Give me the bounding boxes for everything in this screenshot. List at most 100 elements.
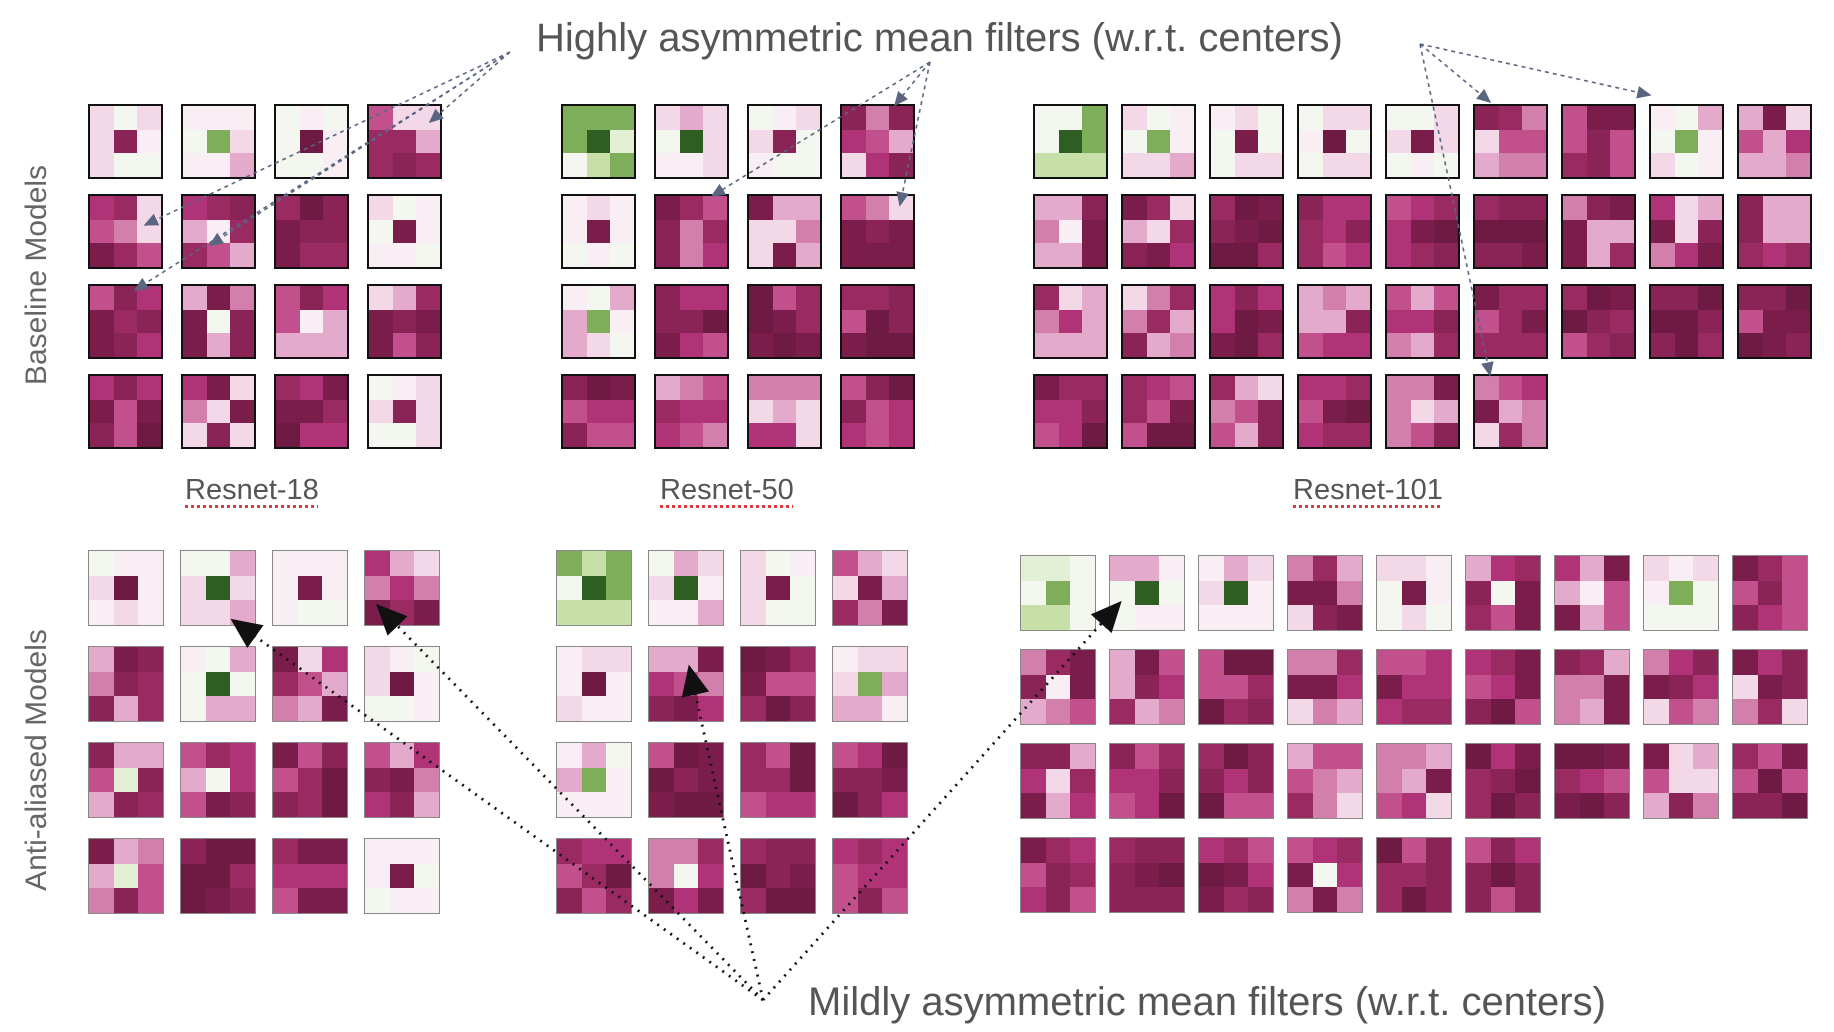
baseline-resnet-101-filter-12 — [1209, 194, 1284, 269]
antialiased-resnet-101-filter-8 — [1643, 555, 1719, 631]
baseline-resnet-50-filter-14 — [654, 374, 729, 449]
baseline-resnet-101-filter-32 — [1385, 374, 1460, 449]
antialiased-resnet-50-filter-2 — [648, 550, 724, 626]
antialiased-resnet-101-filter-24 — [1465, 743, 1541, 819]
model-label-resnet-18: Resnet-18 — [185, 474, 319, 506]
antialiased-resnet-101-filter-15 — [1465, 649, 1541, 725]
top-annotation-title: Highly asymmetric mean filters (w.r.t. c… — [536, 16, 1343, 60]
baseline-resnet-101-filter-11 — [1121, 194, 1196, 269]
antialiased-resnet-50-filter-7 — [740, 646, 816, 722]
antialiased-resnet-101-filter-13 — [1287, 649, 1363, 725]
antialiased-resnet-101-filter-1 — [1020, 555, 1096, 631]
antialiased-resnet-101-filter-33 — [1465, 837, 1541, 913]
model-label-resnet-101: Resnet-101 — [1293, 474, 1443, 506]
antialiased-resnet-50-filter-14 — [648, 838, 724, 914]
baseline-resnet-50-filter-3 — [747, 104, 822, 179]
baseline-resnet-18-filter-5 — [88, 194, 163, 269]
antialiased-resnet-50-filter-1 — [556, 550, 632, 626]
antialiased-resnet-18-filter-16 — [364, 838, 440, 914]
baseline-resnet-50-filter-13 — [561, 374, 636, 449]
antialiased-resnet-18-filter-8 — [364, 646, 440, 722]
baseline-resnet-18-filter-10 — [181, 284, 256, 359]
baseline-resnet-18-filter-8 — [367, 194, 442, 269]
top-arrow-r18-3 — [428, 51, 511, 124]
baseline-resnet-18-filter-11 — [274, 284, 349, 359]
baseline-resnet-50-filter-1 — [561, 104, 636, 179]
baseline-resnet-18-filter-7 — [274, 194, 349, 269]
baseline-resnet-101-filter-13 — [1297, 194, 1372, 269]
antialiased-resnet-101-filter-12 — [1198, 649, 1274, 725]
antialiased-resnet-101-filter-7 — [1554, 555, 1630, 631]
baseline-resnet-50-filter-6 — [654, 194, 729, 269]
baseline-resnet-101-filter-29 — [1121, 374, 1196, 449]
baseline-resnet-50-filter-4 — [840, 104, 915, 179]
baseline-resnet-18-filter-9 — [88, 284, 163, 359]
antialiased-resnet-50-filter-13 — [556, 838, 632, 914]
antialiased-resnet-18-filter-2 — [180, 550, 256, 626]
antialiased-resnet-101-filter-28 — [1020, 837, 1096, 913]
baseline-resnet-101-filter-6 — [1473, 104, 1548, 179]
baseline-resnet-101-filter-30 — [1209, 374, 1284, 449]
top-arrow-r50-1 — [893, 61, 931, 107]
baseline-resnet-50-filter-5 — [561, 194, 636, 269]
antialiased-resnet-50-filter-10 — [648, 742, 724, 818]
antialiased-resnet-50-filter-11 — [740, 742, 816, 818]
row-label-baseline: Baseline Models — [20, 164, 53, 386]
antialiased-resnet-101-filter-18 — [1732, 649, 1808, 725]
baseline-resnet-101-filter-21 — [1209, 284, 1284, 359]
baseline-resnet-18-filter-12 — [367, 284, 442, 359]
baseline-resnet-50-filter-15 — [747, 374, 822, 449]
antialiased-resnet-101-filter-22 — [1287, 743, 1363, 819]
baseline-resnet-18-filter-13 — [88, 374, 163, 449]
antialiased-resnet-101-filter-6 — [1465, 555, 1541, 631]
baseline-resnet-18-filter-2 — [181, 104, 256, 179]
baseline-resnet-101-filter-1 — [1033, 104, 1108, 179]
antialiased-resnet-50-filter-3 — [740, 550, 816, 626]
baseline-resnet-101-filter-31 — [1297, 374, 1372, 449]
antialiased-resnet-18-filter-9 — [88, 742, 164, 818]
antialiased-resnet-101-filter-32 — [1376, 837, 1452, 913]
baseline-resnet-50-filter-11 — [747, 284, 822, 359]
model-label-resnet-50: Resnet-50 — [660, 474, 794, 506]
antialiased-resnet-101-filter-19 — [1020, 743, 1096, 819]
antialiased-resnet-18-filter-12 — [364, 742, 440, 818]
antialiased-resnet-50-filter-5 — [556, 646, 632, 722]
baseline-resnet-101-filter-14 — [1385, 194, 1460, 269]
antialiased-resnet-18-filter-4 — [364, 550, 440, 626]
antialiased-resnet-50-filter-15 — [740, 838, 816, 914]
baseline-resnet-50-filter-10 — [654, 284, 729, 359]
antialiased-resnet-101-filter-17 — [1643, 649, 1719, 725]
antialiased-resnet-50-filter-12 — [832, 742, 908, 818]
baseline-resnet-18-filter-4 — [367, 104, 442, 179]
baseline-resnet-101-filter-16 — [1561, 194, 1636, 269]
baseline-resnet-101-filter-23 — [1385, 284, 1460, 359]
row-label-antialiased: Anti-aliased Models — [20, 629, 53, 891]
antialiased-resnet-18-filter-5 — [88, 646, 164, 722]
antialiased-resnet-101-filter-5 — [1376, 555, 1452, 631]
baseline-resnet-101-filter-20 — [1121, 284, 1196, 359]
antialiased-resnet-50-filter-4 — [832, 550, 908, 626]
antialiased-resnet-18-filter-3 — [272, 550, 348, 626]
baseline-resnet-101-filter-19 — [1033, 284, 1108, 359]
baseline-resnet-101-filter-3 — [1209, 104, 1284, 179]
baseline-resnet-101-filter-9 — [1737, 104, 1812, 179]
baseline-resnet-18-filter-16 — [367, 374, 442, 449]
baseline-resnet-18-filter-3 — [274, 104, 349, 179]
antialiased-resnet-101-filter-11 — [1109, 649, 1185, 725]
antialiased-resnet-18-filter-13 — [88, 838, 164, 914]
antialiased-resnet-101-filter-31 — [1287, 837, 1363, 913]
baseline-resnet-101-filter-10 — [1033, 194, 1108, 269]
baseline-resnet-101-filter-4 — [1297, 104, 1372, 179]
antialiased-resnet-18-filter-7 — [272, 646, 348, 722]
baseline-resnet-50-filter-16 — [840, 374, 915, 449]
antialiased-resnet-101-filter-9 — [1732, 555, 1808, 631]
baseline-resnet-18-filter-1 — [88, 104, 163, 179]
baseline-resnet-101-filter-22 — [1297, 284, 1372, 359]
antialiased-resnet-18-filter-11 — [272, 742, 348, 818]
baseline-resnet-50-filter-8 — [840, 194, 915, 269]
antialiased-resnet-101-filter-16 — [1554, 649, 1630, 725]
antialiased-resnet-101-filter-3 — [1198, 555, 1274, 631]
top-arrow-r101-2 — [1419, 43, 1652, 99]
antialiased-resnet-101-filter-20 — [1109, 743, 1185, 819]
baseline-resnet-101-filter-24 — [1473, 284, 1548, 359]
